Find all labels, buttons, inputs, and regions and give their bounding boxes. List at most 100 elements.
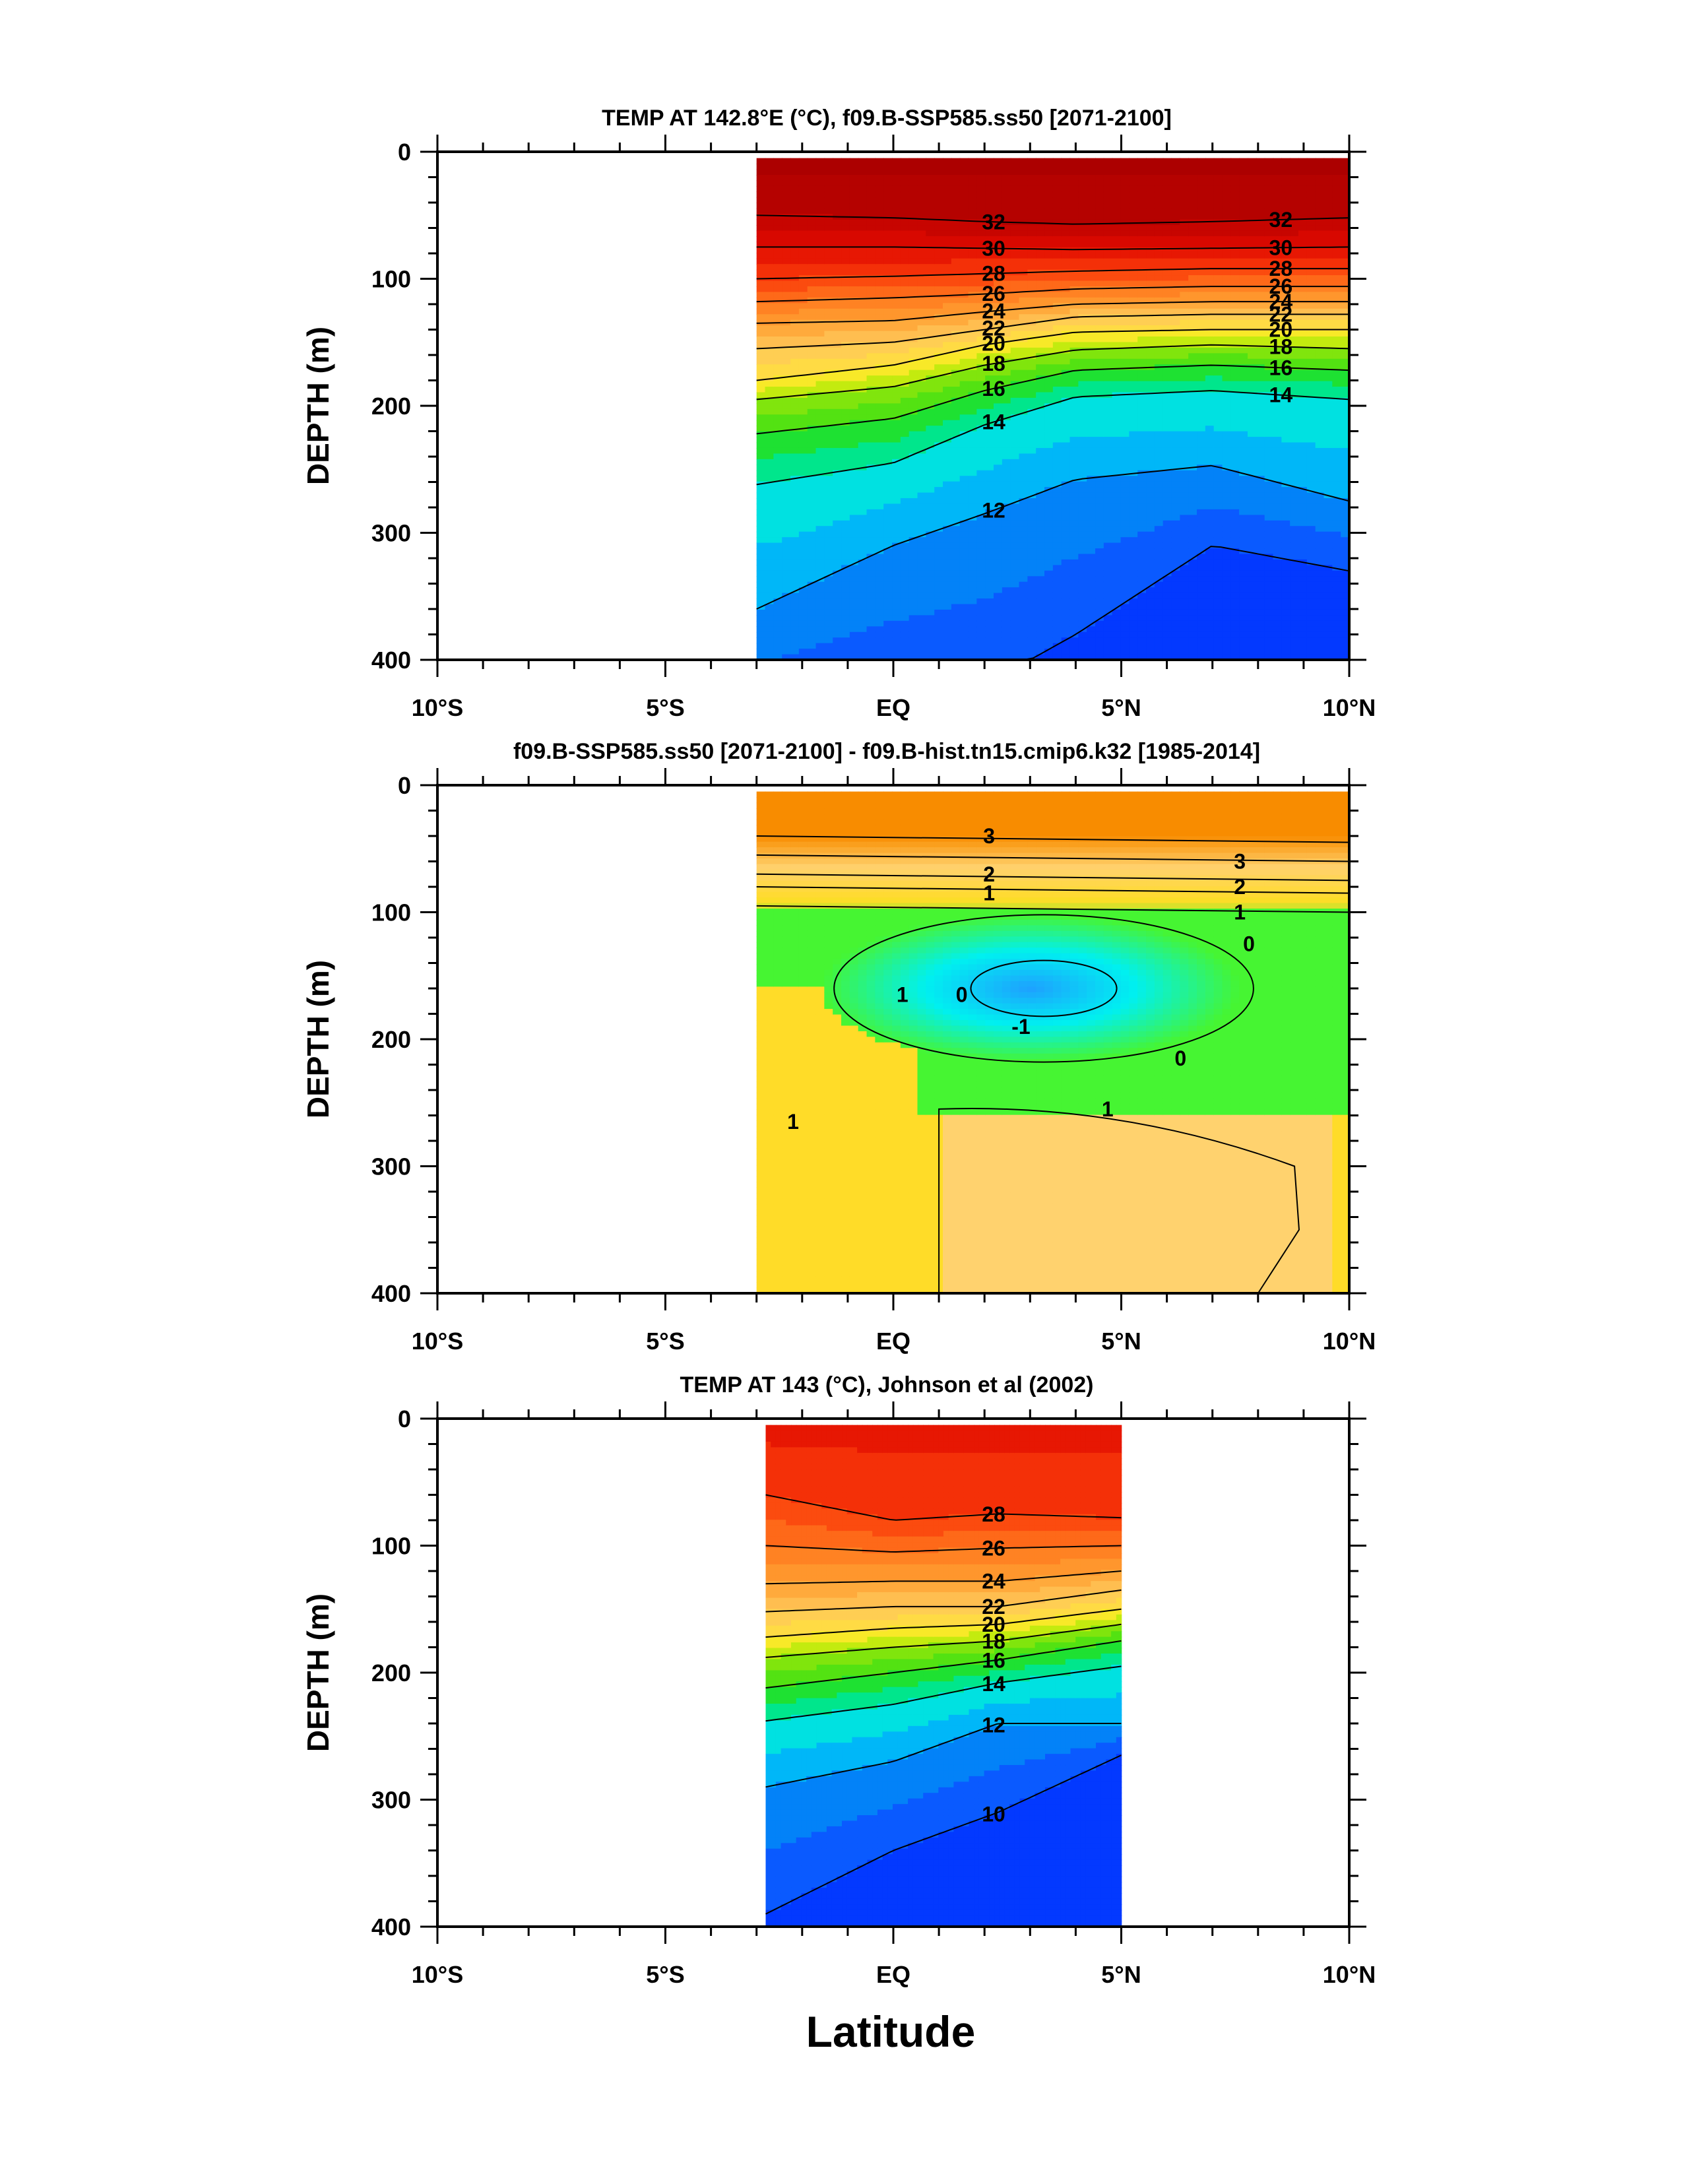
contour-cell xyxy=(799,337,808,342)
contour-cell xyxy=(892,225,901,231)
contour-cell xyxy=(799,247,808,253)
contour-cell xyxy=(816,537,825,543)
contour-cell xyxy=(867,236,876,242)
contour-cell xyxy=(757,259,766,265)
contour-cell xyxy=(875,493,884,499)
contour-cell xyxy=(799,353,808,359)
contour-cell xyxy=(875,270,884,276)
contour-cell xyxy=(808,543,817,549)
contour-cell xyxy=(765,259,775,265)
contour-cell xyxy=(883,225,893,231)
contour-cell xyxy=(901,448,910,454)
contour-cell xyxy=(875,443,884,449)
contour-cell xyxy=(909,470,918,476)
contour-cell xyxy=(833,191,842,197)
contour-cell xyxy=(757,286,766,292)
contour-cell xyxy=(824,275,833,281)
contour-cell xyxy=(790,414,800,420)
contour-cell xyxy=(757,432,766,437)
contour-cell xyxy=(816,270,825,276)
contour-cell xyxy=(799,325,808,331)
contour-cell xyxy=(875,348,884,354)
contour-cell xyxy=(850,649,859,655)
contour-cell xyxy=(867,225,876,231)
contour-cell xyxy=(841,170,850,176)
contour-cell xyxy=(867,170,876,176)
contour-cell xyxy=(808,175,817,181)
contour-cell xyxy=(808,432,817,437)
contour-cell xyxy=(824,587,833,593)
contour-cell xyxy=(799,214,808,220)
contour-cell xyxy=(875,448,884,454)
contour-cell xyxy=(901,554,910,560)
contour-cell xyxy=(799,170,808,176)
contour-cell xyxy=(867,375,876,381)
contour-cell xyxy=(824,209,833,214)
contour-cell xyxy=(883,264,893,270)
contour-cell xyxy=(909,521,918,527)
contour-cell xyxy=(858,537,868,543)
contour-cell xyxy=(808,387,817,393)
contour-cell xyxy=(773,197,782,203)
contour-cell xyxy=(808,526,817,532)
contour-cell xyxy=(841,554,850,560)
contour-cell xyxy=(816,532,825,538)
contour-cell xyxy=(850,164,859,170)
contour-cell xyxy=(799,420,808,426)
contour-cell xyxy=(799,543,808,549)
contour-cell xyxy=(833,626,842,632)
contour-cell xyxy=(782,314,791,320)
contour-cell xyxy=(824,180,833,186)
contour-cell xyxy=(892,554,901,560)
contour-cell xyxy=(782,610,791,616)
contour-cell xyxy=(808,286,817,292)
contour-cell xyxy=(799,482,808,488)
contour-cell xyxy=(833,286,842,292)
contour-cell xyxy=(909,164,918,170)
contour-cell xyxy=(867,270,876,276)
contour-cell xyxy=(782,170,791,176)
contour-cell xyxy=(892,487,901,493)
contour-cell xyxy=(909,203,918,209)
contour-cell xyxy=(833,230,842,236)
contour-cell xyxy=(901,598,910,604)
contour-cell xyxy=(867,203,876,209)
contour-cell xyxy=(808,331,817,337)
contour-cell xyxy=(892,392,901,398)
contour-cell xyxy=(765,370,775,376)
contour-cell xyxy=(757,220,766,226)
contour-cell xyxy=(850,626,859,632)
contour-cell xyxy=(901,175,910,181)
contour-cell xyxy=(757,426,766,432)
contour-cell xyxy=(850,203,859,209)
contour-cell xyxy=(883,186,893,192)
contour-cell xyxy=(782,637,791,643)
contour-cell xyxy=(816,175,825,181)
contour-cell xyxy=(782,560,791,565)
contour-cell xyxy=(909,526,918,532)
contour-cell xyxy=(892,230,901,236)
contour-cell xyxy=(782,337,791,342)
contour-cell xyxy=(816,253,825,259)
contour-cell xyxy=(867,303,876,309)
contour-cell xyxy=(883,303,893,309)
contour-cell xyxy=(824,548,833,554)
contour-cell xyxy=(816,649,825,655)
contour-cell xyxy=(790,465,800,470)
contour-cell xyxy=(883,465,893,470)
contour-cell xyxy=(773,515,782,521)
contour-cell xyxy=(816,164,825,170)
contour-cell xyxy=(883,515,893,521)
contour-cell xyxy=(909,320,918,326)
x-axis-label: Latitude xyxy=(806,2007,976,2056)
contour-cell xyxy=(883,259,893,265)
contour-cell xyxy=(824,191,833,197)
contour-cell xyxy=(833,632,842,638)
contour-cell xyxy=(782,270,791,276)
contour-cell xyxy=(757,521,766,527)
contour-cell xyxy=(808,560,817,565)
contour-cell xyxy=(850,370,859,376)
contour-cell xyxy=(808,565,817,571)
contour-cell xyxy=(765,280,775,286)
contour-cell xyxy=(816,487,825,493)
